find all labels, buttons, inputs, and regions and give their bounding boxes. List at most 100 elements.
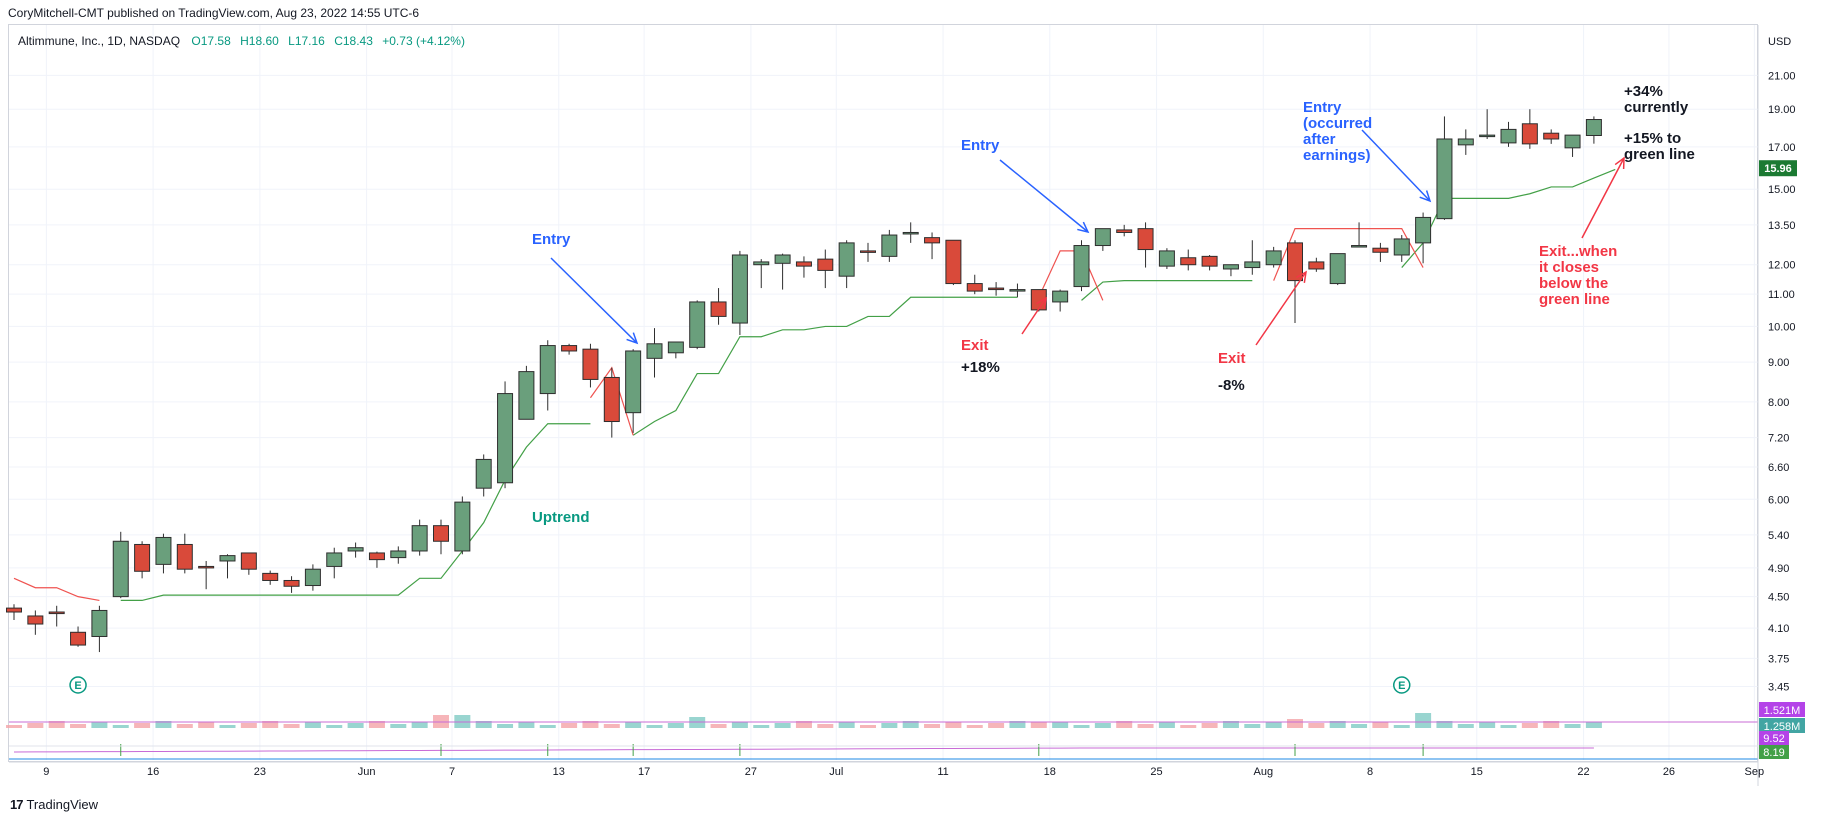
candle-body [1479, 134, 1496, 138]
candle-body [945, 239, 962, 285]
arrow-shaft [999, 159, 1089, 233]
candle [1180, 249, 1197, 271]
volume-bar [902, 721, 919, 728]
candle-body [1009, 289, 1026, 292]
candle-body [497, 393, 514, 484]
volume-bar [1393, 725, 1410, 728]
candle [795, 256, 812, 278]
volume-bar [838, 722, 855, 728]
candle-body [603, 376, 620, 423]
candle-body [924, 237, 941, 244]
y-tick-label: 7.20 [1768, 433, 1789, 445]
volume-bar [1244, 724, 1261, 728]
candle [1073, 240, 1090, 292]
arrow-shaft [550, 257, 638, 344]
annotation-exit-1-result: +18% [961, 359, 1000, 376]
annotation-exit-1: Exit [961, 337, 989, 354]
candle-body [646, 343, 663, 359]
candle-body [1287, 242, 1303, 282]
x-tick-label: 27 [745, 766, 757, 778]
candle [838, 240, 855, 289]
volume-bar [1564, 724, 1581, 728]
candle [497, 381, 514, 489]
candle [753, 259, 770, 289]
candle-body [1543, 132, 1560, 140]
candle [1052, 289, 1069, 312]
chart-title-text: Altimmune, Inc., 1D, NASDAQ [18, 34, 180, 48]
candle [1415, 212, 1432, 264]
price-badge [1759, 160, 1797, 177]
candles [6, 109, 1602, 653]
candle-body [1436, 138, 1453, 220]
volume-bar [70, 724, 87, 728]
arrow-head [1419, 190, 1432, 203]
candle-body [1052, 290, 1069, 303]
candle [518, 365, 535, 420]
volume-bar [1116, 721, 1133, 728]
candle [1351, 222, 1368, 248]
candle [1521, 109, 1538, 149]
candle-body [774, 254, 791, 264]
candle-body [881, 234, 898, 257]
annotation-current-gain: +34% [1624, 83, 1663, 100]
volume-bar [817, 724, 834, 728]
candle-body [283, 579, 300, 587]
x-tick-label: Aug [1254, 766, 1274, 778]
x-tick-label: 13 [553, 766, 565, 778]
candle-body [561, 345, 578, 352]
candle [304, 564, 321, 591]
volume-bar [1521, 723, 1538, 728]
volume-bar [795, 721, 812, 728]
axes: 21.00 19.00 17.00 15.00 13.50 12.00 11.00 10.00… [9, 25, 1805, 786]
annotation-entry-3: (occurred [1303, 115, 1372, 132]
candle [475, 454, 492, 497]
x-tick-label: Jun [358, 766, 376, 778]
candle-body [1415, 216, 1432, 244]
y-tick-label: 3.75 [1768, 653, 1789, 665]
candle-body [433, 525, 449, 542]
volume-bar [1052, 722, 1069, 728]
candle [1009, 283, 1026, 298]
volume-bar [155, 721, 172, 728]
arrow-head [1036, 296, 1047, 309]
y-tick-label: 9.00 [1768, 357, 1789, 369]
y-tick-label: 21.00 [1768, 70, 1796, 82]
x-tick-label: 15 [1471, 766, 1483, 778]
supertrend-segment [13, 577, 100, 602]
volume-bar [881, 723, 898, 728]
arrow-shaft [1255, 271, 1307, 346]
volume-badge-label: 1.258M [1764, 721, 1801, 733]
annotation-uptrend: Uptrend [532, 509, 590, 526]
y-tick-label: 12.00 [1768, 260, 1796, 272]
arrow-shaft [1581, 157, 1625, 239]
candle [1372, 242, 1389, 262]
volume-bar [198, 722, 215, 728]
y-tick-label: 4.50 [1768, 592, 1789, 604]
volume-bar [1180, 725, 1197, 728]
volume-bar [1329, 721, 1346, 728]
low-readout: L17.16 [288, 34, 325, 48]
oscillator-badge-label: 9.52 [1763, 733, 1784, 745]
x-tick-label: 8 [1367, 766, 1373, 778]
volume-bar [91, 722, 108, 728]
close-readout: C18.43 [334, 34, 373, 48]
candle-body [347, 547, 364, 552]
earnings-marker-icon [69, 676, 87, 694]
volume-bar [1158, 722, 1175, 728]
candle-body [710, 301, 727, 317]
candle [902, 222, 919, 243]
y-tick-label: 4.90 [1768, 563, 1789, 575]
x-tick-label: 7 [449, 766, 455, 778]
candle-body [176, 543, 193, 570]
arrow-exit-rule [1581, 156, 1625, 239]
candle [198, 560, 215, 590]
annotation-exit-2-result: -8% [1218, 377, 1245, 394]
candle-body [689, 301, 706, 348]
arrow-entry-2 [999, 159, 1090, 234]
volume-bar [646, 725, 663, 728]
tradingview-logo-icon: 17 [10, 797, 24, 812]
candle [6, 604, 22, 620]
tradingview-logo[interactable]: 17 TradingView [10, 797, 98, 812]
candle-body [1308, 261, 1325, 270]
